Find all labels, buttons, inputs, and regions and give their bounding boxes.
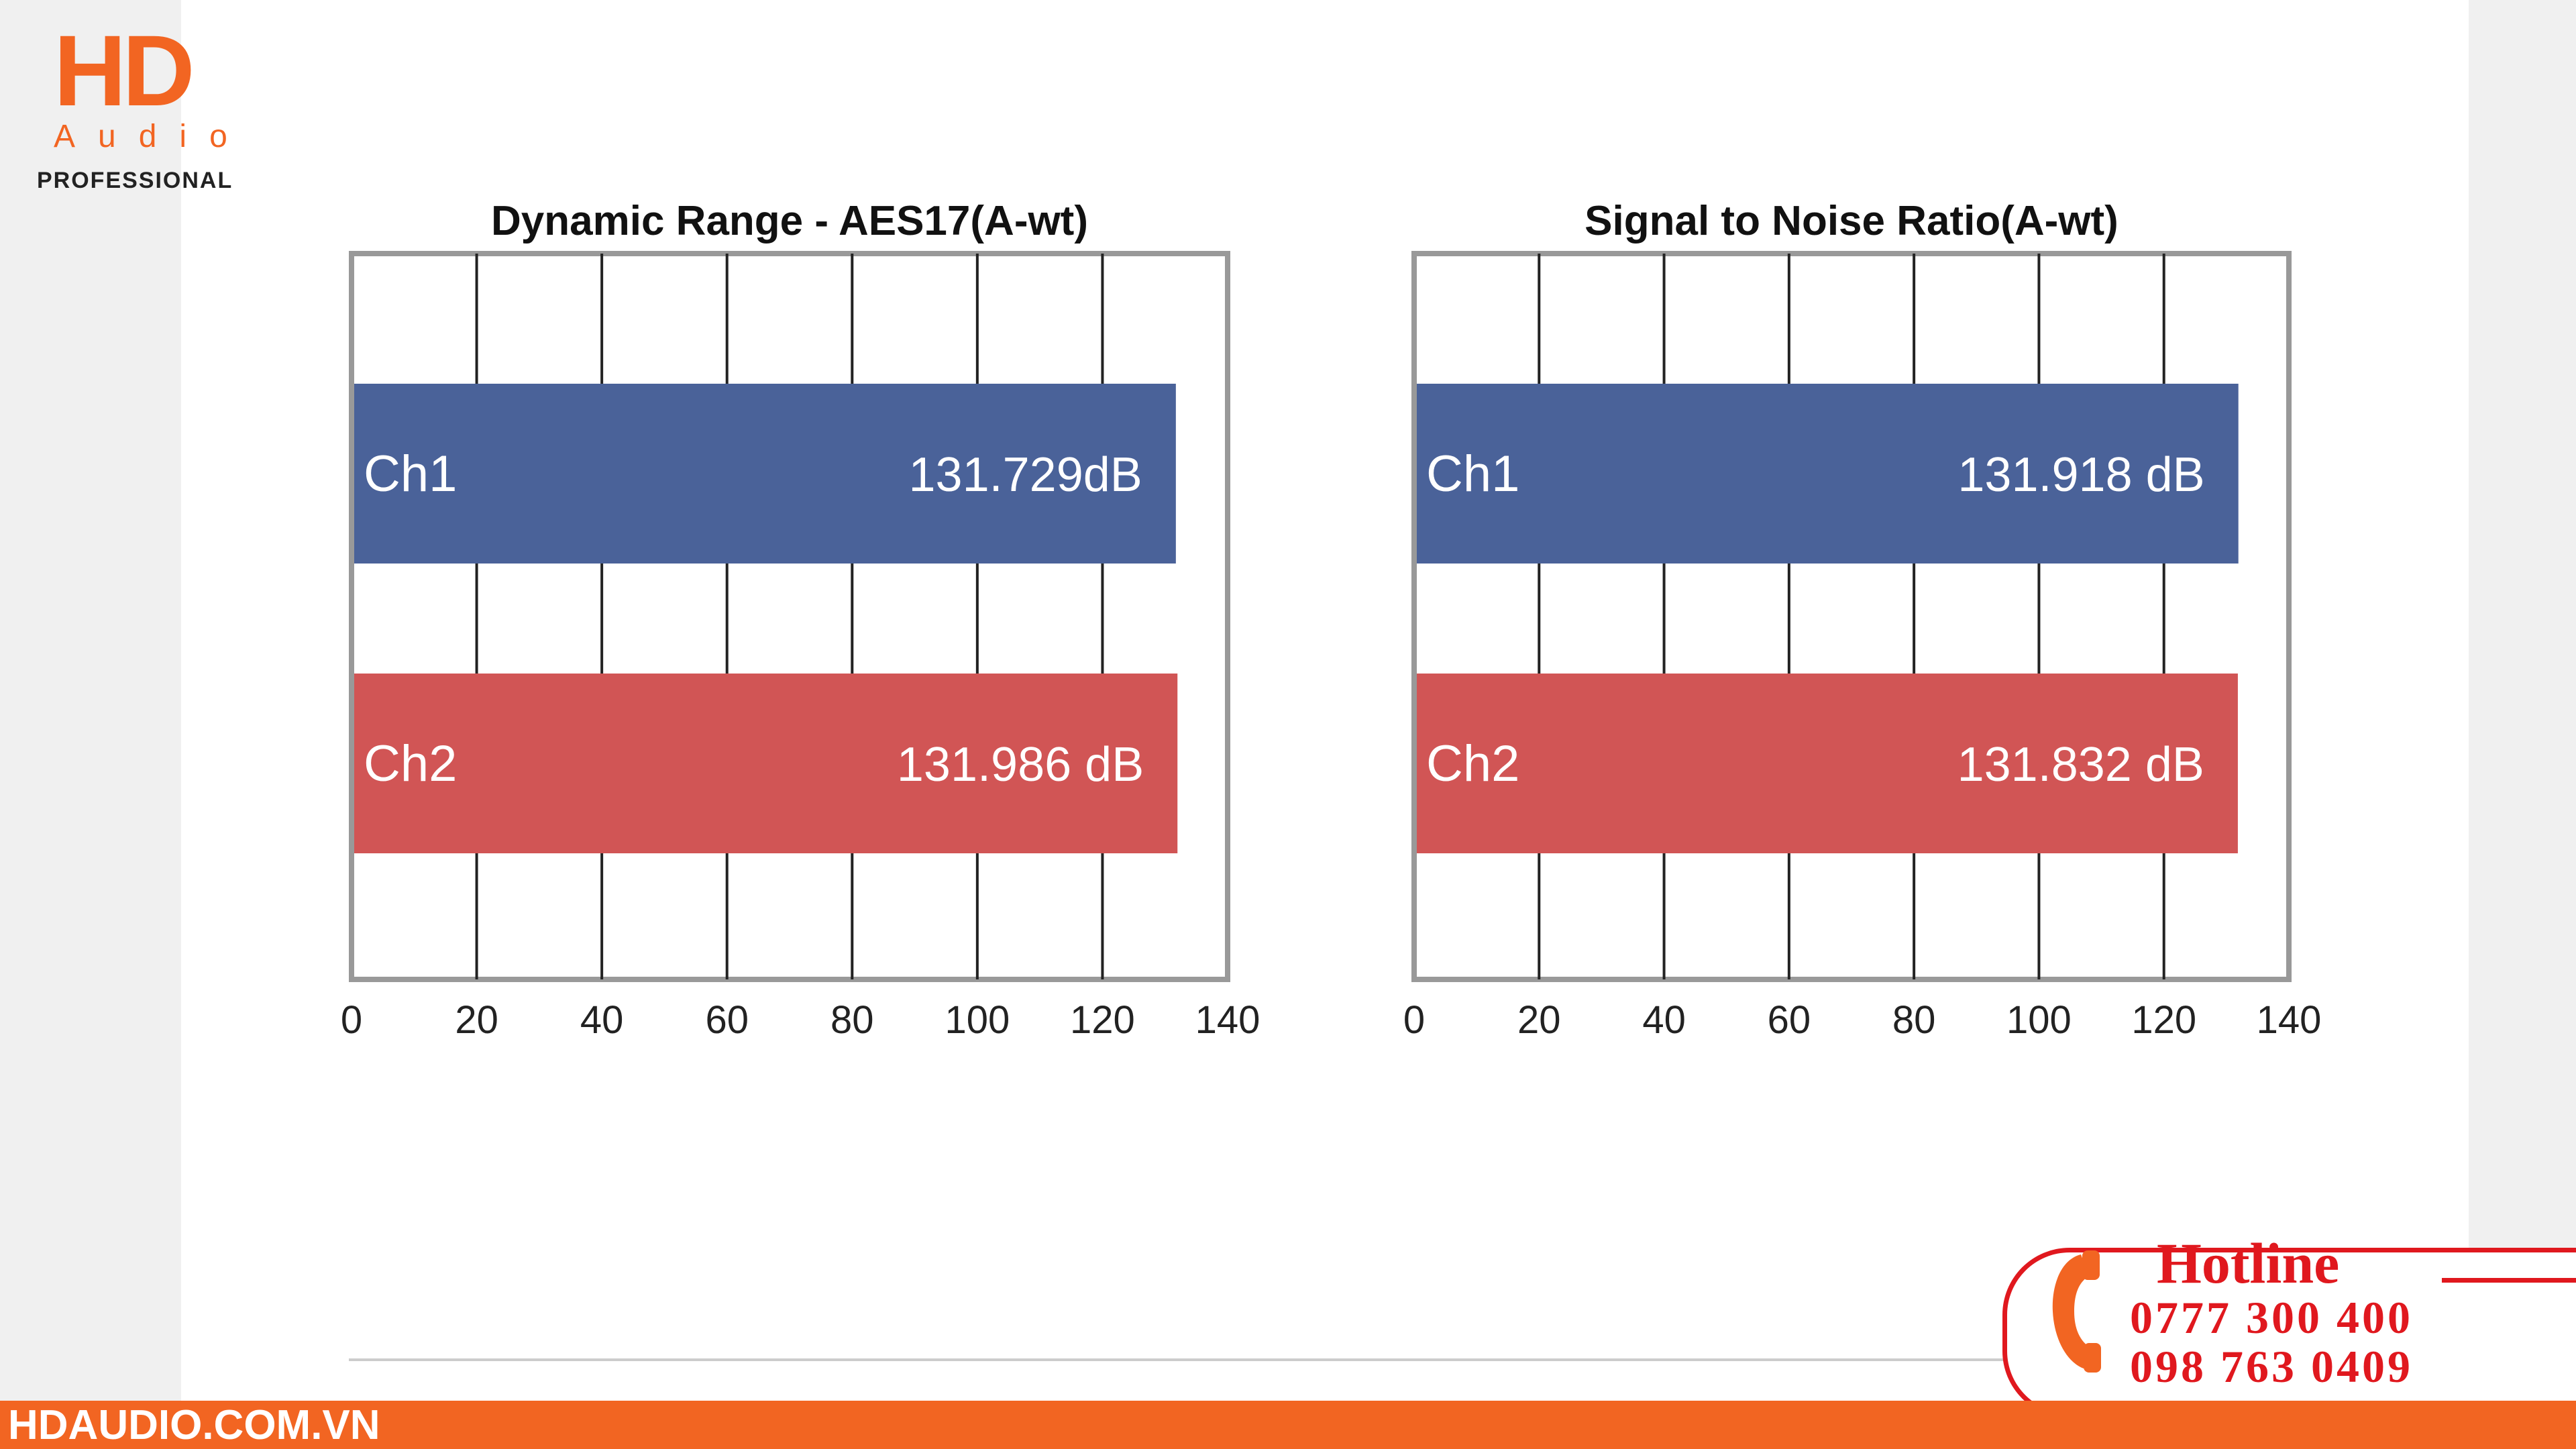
chart-2-tick-label: 100 — [2006, 998, 2072, 1042]
website-link[interactable]: HDAUDIO.COM.VN — [8, 1402, 380, 1448]
chart-2-title: Signal to Noise Ratio(A-wt) — [1585, 198, 2118, 244]
logo-sub-text: Audio — [54, 119, 250, 154]
phone-icon — [2052, 1250, 2101, 1373]
chart-1-value-label: 131.729dB — [909, 448, 1142, 502]
brand-logo: HD Audio PROFESSIONAL — [34, 14, 315, 192]
chart-2-tick-label: 80 — [1892, 998, 1936, 1042]
chart-2-tick-label: 140 — [2257, 998, 2322, 1042]
hotline-number-2[interactable]: 098 763 0409 — [2130, 1341, 2413, 1392]
chart-1-bar-ch1 — [354, 384, 1176, 564]
chart-1-tick-label: 60 — [705, 998, 749, 1042]
chart-2-tick-label: 0 — [1403, 998, 1425, 1042]
chart-1-tick-label: 100 — [945, 998, 1010, 1042]
footer-bar: HDAUDIO.COM.VN — [0, 1401, 2576, 1449]
chart-1-tick-label: 0 — [341, 998, 362, 1042]
chart-2-bar-ch2 — [1417, 674, 2238, 853]
chart-1-frame — [349, 251, 1230, 982]
chart-2-tick-label: 120 — [2131, 998, 2196, 1042]
hotline-number-1[interactable]: 0777 300 400 — [2130, 1292, 2413, 1343]
chart-1-tick-label: 140 — [1195, 998, 1260, 1042]
chart-2-category-label: Ch1 — [1426, 445, 1519, 502]
chart-2-bar-ch1 — [1417, 384, 2239, 564]
chart-2-tick-label: 60 — [1768, 998, 1811, 1042]
logo-main-text: HD — [54, 14, 195, 127]
chart-2-category-label: Ch2 — [1426, 735, 1519, 792]
chart-1-tick-label: 80 — [830, 998, 874, 1042]
chart-1-category-label: Ch2 — [364, 735, 457, 792]
chart-2-value-label: 131.832 dB — [1957, 738, 2204, 792]
hotline-title: Hotline — [2157, 1231, 2340, 1295]
hotline-accent-line — [2442, 1278, 2576, 1283]
chart-1-title: Dynamic Range - AES17(A-wt) — [491, 198, 1088, 244]
chart-2-tick-label: 40 — [1642, 998, 1686, 1042]
chart-2-tick-label: 20 — [1517, 998, 1561, 1042]
chart-2-frame — [1411, 251, 2292, 982]
logo-tagline: PROFESSIONAL — [37, 168, 233, 193]
chart-2-value-label: 131.918 dB — [1957, 448, 2204, 502]
chart-1-category-label: Ch1 — [364, 445, 457, 502]
divider-line — [349, 1358, 2348, 1361]
chart-1-tick-label: 20 — [455, 998, 498, 1042]
chart-1-bar-ch2 — [354, 674, 1178, 853]
chart-1-tick-label: 40 — [580, 998, 624, 1042]
chart-1-tick-label: 120 — [1070, 998, 1135, 1042]
chart-1-value-label: 131.986 dB — [897, 738, 1144, 792]
